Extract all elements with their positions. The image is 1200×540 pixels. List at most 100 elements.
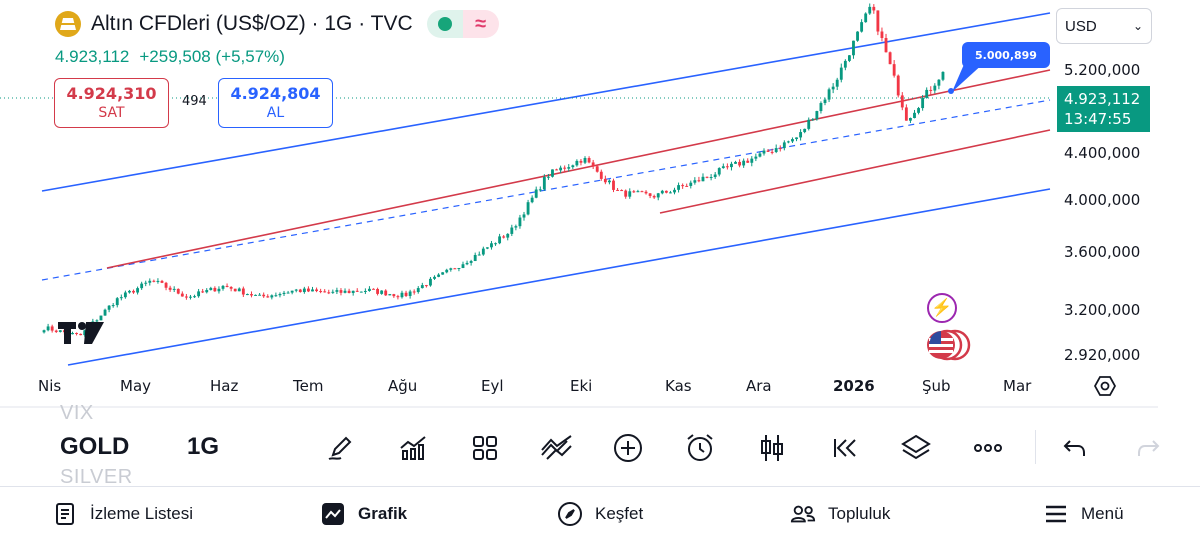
market-open-icon[interactable] bbox=[426, 10, 463, 38]
candle-body bbox=[335, 290, 339, 292]
candle-body bbox=[441, 272, 445, 275]
layout-grid-icon[interactable] bbox=[465, 428, 505, 468]
candle-body bbox=[209, 287, 213, 291]
spread-value: 494 bbox=[182, 94, 207, 109]
sell-button[interactable]: 4.924,310 SAT bbox=[54, 78, 169, 128]
symbol-header[interactable]: Altın CFDleri (US$/OZ) · 1G · TVC ≈ bbox=[55, 10, 499, 38]
redo-icon[interactable] bbox=[1128, 428, 1168, 468]
candle-body bbox=[217, 288, 221, 292]
candle-body bbox=[311, 289, 314, 292]
currency-value: USD bbox=[1065, 17, 1097, 35]
us-flag-icon[interactable] bbox=[925, 329, 973, 361]
price-summary: 4.923,112 +259,508 (+5,57%) bbox=[55, 47, 285, 67]
candle-body bbox=[909, 118, 912, 121]
nav-menu[interactable]: Menü bbox=[1043, 498, 1124, 530]
x-tick-label: Ara bbox=[746, 377, 772, 395]
price-callout[interactable]: 5.000,899 bbox=[962, 42, 1050, 68]
nav-community[interactable]: Topluluk bbox=[790, 498, 890, 530]
candle-body bbox=[111, 305, 115, 307]
candle-body bbox=[791, 139, 794, 142]
symbol-list-item[interactable]: VIX bbox=[60, 402, 94, 424]
candles-group bbox=[42, 3, 945, 337]
nav-chart[interactable]: Grafik bbox=[320, 498, 407, 530]
candle-body bbox=[847, 55, 851, 61]
candle-body bbox=[152, 280, 156, 282]
currency-select[interactable]: USD ⌄ bbox=[1056, 8, 1152, 44]
candle-body bbox=[319, 291, 323, 293]
candle-body bbox=[880, 31, 884, 38]
nav-watchlist[interactable]: İzleme Listesi bbox=[52, 498, 193, 530]
channel-blue-lower bbox=[67, 188, 1051, 366]
candle-body bbox=[457, 267, 461, 269]
candle-body bbox=[827, 89, 831, 100]
gold-logo-icon bbox=[55, 11, 81, 37]
candle-body bbox=[640, 191, 644, 193]
candle-body bbox=[424, 285, 428, 287]
candle-body bbox=[868, 6, 872, 14]
alarm-icon[interactable] bbox=[680, 428, 720, 468]
y-tick-label: 2.920,000 bbox=[1064, 346, 1141, 364]
candle-body bbox=[420, 285, 424, 289]
y-tick-label: 5.200,000 bbox=[1064, 61, 1141, 79]
candle-body bbox=[71, 332, 74, 335]
candle-body bbox=[229, 286, 233, 289]
interval-button[interactable]: 1G bbox=[187, 433, 220, 460]
candle-body bbox=[79, 333, 83, 336]
candle-body bbox=[856, 31, 859, 41]
candle-body bbox=[237, 288, 241, 292]
wave-icon[interactable]: ≈ bbox=[462, 10, 499, 38]
candles-icon[interactable] bbox=[752, 428, 792, 468]
candle-body bbox=[892, 64, 896, 76]
indicators-icon[interactable] bbox=[393, 428, 433, 468]
candle-body bbox=[184, 296, 188, 298]
buy-price: 4.924,804 bbox=[230, 84, 321, 103]
compare-icon[interactable] bbox=[537, 428, 577, 468]
candle-body bbox=[376, 288, 379, 294]
toolbar-separator bbox=[1035, 430, 1036, 464]
more-icon[interactable] bbox=[968, 428, 1008, 468]
candle-body bbox=[551, 169, 554, 177]
nav-explore[interactable]: Keşfet bbox=[557, 498, 643, 530]
candle-body bbox=[266, 296, 270, 298]
candle-body bbox=[225, 285, 229, 287]
candle-body bbox=[693, 180, 697, 183]
community-icon bbox=[790, 501, 816, 527]
candle-body bbox=[514, 226, 518, 228]
candle-body bbox=[453, 268, 457, 270]
symbol-list-item[interactable]: SILVER bbox=[60, 466, 133, 484]
chart-settings-icon[interactable] bbox=[1093, 375, 1117, 397]
candle-body bbox=[359, 291, 363, 293]
callout-pointer bbox=[952, 62, 985, 92]
chart-icon bbox=[320, 501, 346, 527]
current-symbol[interactable]: GOLD bbox=[60, 433, 130, 460]
y-tick-label: 3.200,000 bbox=[1064, 301, 1141, 319]
candle-body bbox=[449, 268, 453, 270]
candle-body bbox=[213, 287, 217, 292]
candle-body bbox=[368, 288, 371, 291]
replay-icon[interactable] bbox=[824, 428, 864, 468]
nav-menu-label: Menü bbox=[1081, 504, 1124, 523]
add-icon[interactable] bbox=[608, 428, 648, 468]
candle-body bbox=[819, 103, 823, 112]
x-tick-label: 2026 bbox=[833, 377, 875, 395]
candle-body bbox=[913, 112, 916, 119]
candle-body bbox=[363, 290, 367, 292]
buy-button[interactable]: 4.924,804 AL bbox=[218, 78, 333, 128]
candle-body bbox=[437, 274, 441, 277]
candle-body bbox=[396, 296, 400, 298]
candle-body bbox=[290, 290, 294, 293]
pencil-icon[interactable] bbox=[320, 428, 360, 468]
candle-body bbox=[42, 330, 46, 333]
status-pills[interactable]: ≈ bbox=[426, 10, 499, 38]
price-chart[interactable] bbox=[0, 0, 1200, 410]
candle-body bbox=[412, 291, 416, 293]
y-tick-label: 4.000,000 bbox=[1064, 191, 1141, 209]
candle-body bbox=[567, 167, 571, 169]
undo-icon[interactable] bbox=[1055, 428, 1095, 468]
candle-body bbox=[323, 291, 327, 293]
lightning-icon[interactable]: ⚡ bbox=[927, 293, 957, 323]
candle-body bbox=[498, 236, 502, 244]
nav-explore-label: Keşfet bbox=[595, 504, 644, 523]
candle-body bbox=[782, 142, 786, 149]
layers-icon[interactable] bbox=[896, 428, 936, 468]
